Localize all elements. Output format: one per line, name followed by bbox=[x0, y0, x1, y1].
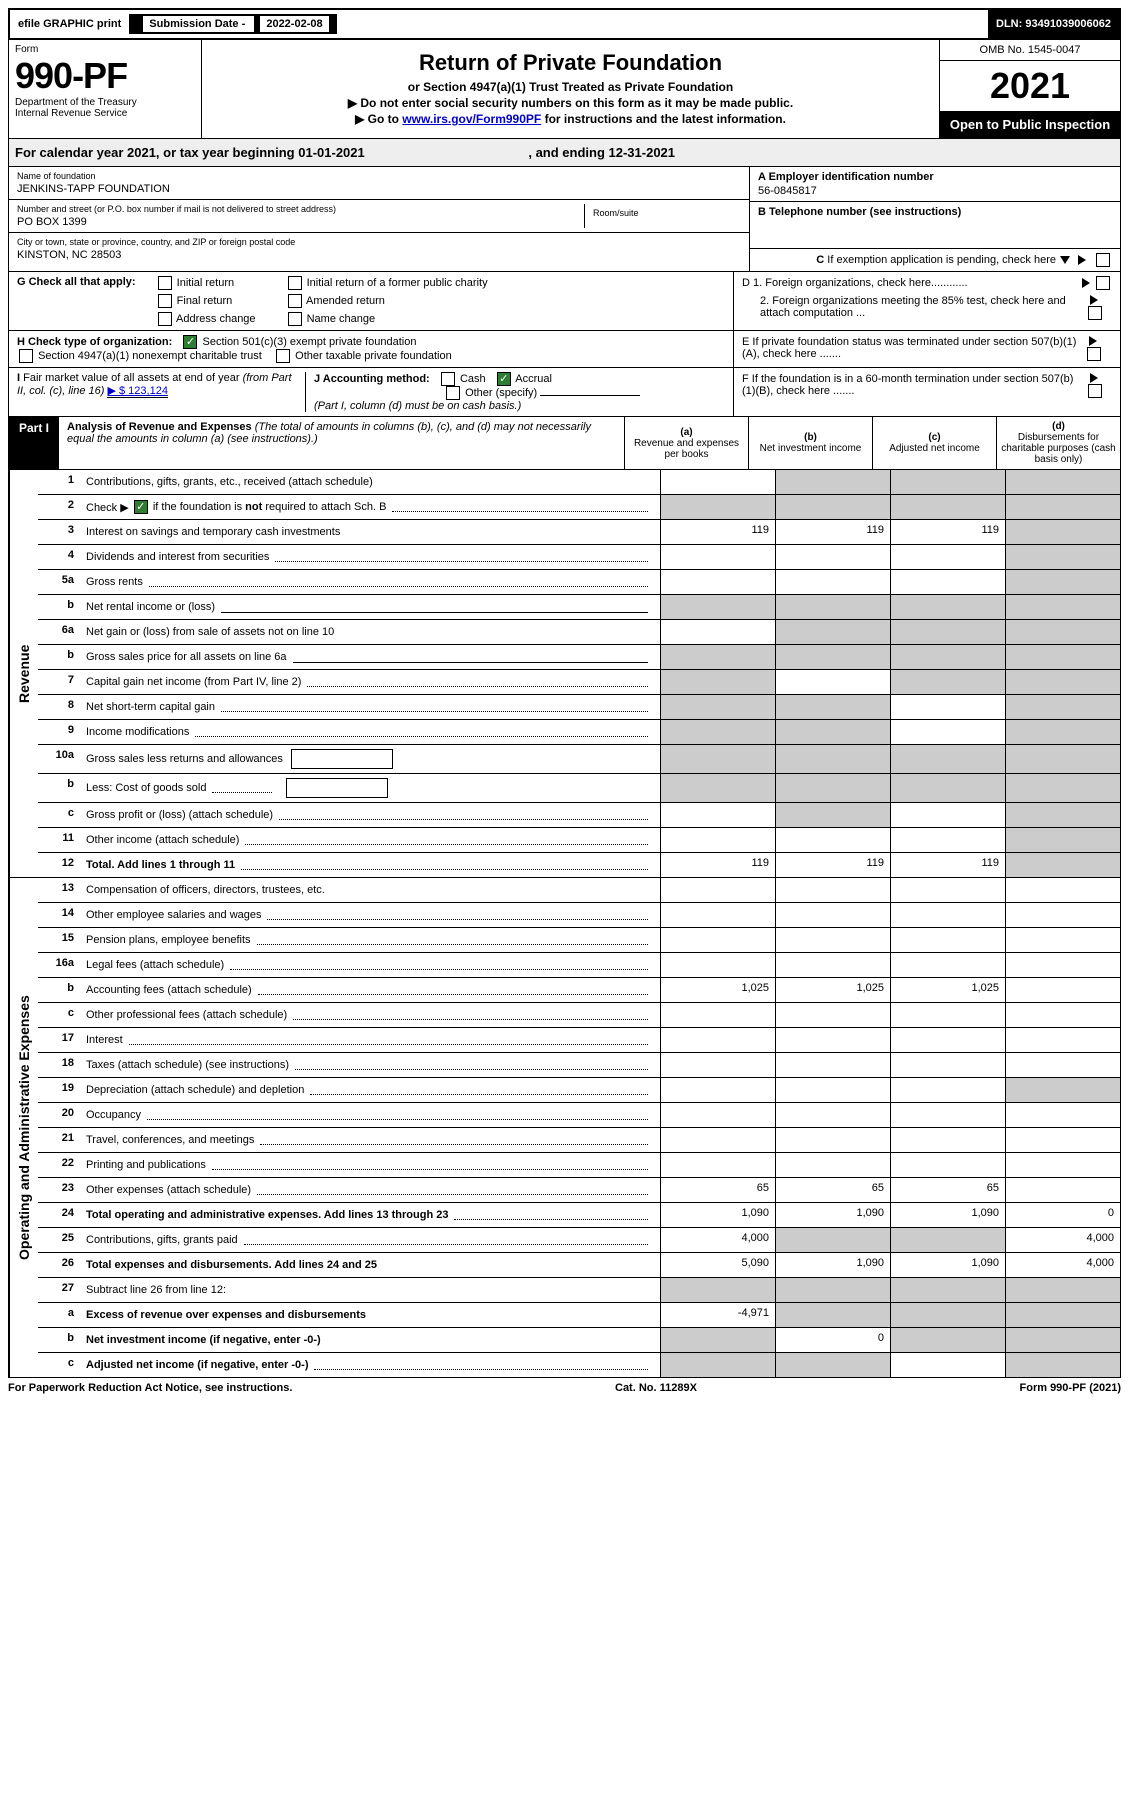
part-1-header-row: Part I Analysis of Revenue and Expenses … bbox=[8, 417, 1121, 470]
efile-label: efile GRAPHIC print Submission Date - 20… bbox=[10, 10, 345, 38]
col-a-header: (a) Revenue and expenses per books bbox=[624, 417, 748, 469]
expenses-side-label: Operating and Administrative Expenses bbox=[9, 878, 38, 1377]
checks-block-gd: G Check all that apply: Initial return I… bbox=[8, 272, 1121, 331]
address-cell: Number and street (or P.O. box number if… bbox=[9, 200, 749, 233]
form-note-1: ▶ Do not enter social security numbers o… bbox=[208, 96, 933, 110]
dln-label: DLN: 93491039006062 bbox=[988, 10, 1119, 38]
section-g: G Check all that apply: Initial return I… bbox=[9, 272, 733, 330]
part-1-label: Part I bbox=[9, 417, 59, 469]
check-501c3 bbox=[183, 335, 197, 349]
form-number-block: Form 990-PF Department of the Treasury I… bbox=[9, 40, 202, 138]
ein-cell: A Employer identification number 56-0845… bbox=[750, 167, 1120, 202]
form-title: Return of Private Foundation bbox=[208, 50, 933, 76]
city-cell: City or town, state or province, country… bbox=[9, 233, 749, 265]
footer-right: Form 990-PF (2021) bbox=[1020, 1382, 1122, 1394]
irs-label: Internal Revenue Service bbox=[15, 108, 195, 119]
entity-info: Name of foundation JENKINS-TAPP FOUNDATI… bbox=[8, 167, 1121, 272]
form-header: Form 990-PF Department of the Treasury I… bbox=[8, 40, 1121, 139]
part-1-title: Analysis of Revenue and Expenses (The to… bbox=[59, 417, 624, 469]
pending-cell: C If exemption application is pending, c… bbox=[750, 249, 1120, 271]
calendar-year-row: For calendar year 2021, or tax year begi… bbox=[8, 139, 1121, 167]
foundation-name-cell: Name of foundation JENKINS-TAPP FOUNDATI… bbox=[9, 167, 749, 200]
open-inspection: Open to Public Inspection bbox=[940, 111, 1120, 138]
submission-date: Submission Date - 2022-02-08 bbox=[129, 14, 336, 34]
form-title-block: Return of Private Foundation or Section … bbox=[202, 40, 939, 138]
form-subtitle: or Section 4947(a)(1) Trust Treated as P… bbox=[208, 80, 933, 94]
section-j: J Accounting method: Cash Accrual Other … bbox=[306, 372, 725, 412]
section-e: E If private foundation status was termi… bbox=[733, 331, 1120, 367]
page-footer: For Paperwork Reduction Act Notice, see … bbox=[8, 1378, 1121, 1398]
section-h: H Check type of organization: Section 50… bbox=[9, 331, 733, 367]
checks-block-he: H Check type of organization: Section 50… bbox=[8, 331, 1121, 368]
footer-mid: Cat. No. 11289X bbox=[615, 1382, 697, 1394]
phone-cell: B Telephone number (see instructions) bbox=[750, 202, 1120, 249]
expenses-section: Operating and Administrative Expenses 13… bbox=[8, 878, 1121, 1378]
omb-number: OMB No. 1545-0047 bbox=[940, 40, 1120, 61]
top-bar: efile GRAPHIC print Submission Date - 20… bbox=[8, 8, 1121, 40]
revenue-side-label: Revenue bbox=[9, 470, 38, 877]
tax-year: 2021 bbox=[940, 61, 1120, 111]
form-note-2: ▶ Go to www.irs.gov/Form990PF for instru… bbox=[208, 112, 933, 126]
fmv-link[interactable]: ▶ $ 123,124 bbox=[107, 385, 167, 398]
col-b-header: (b) Net investment income bbox=[748, 417, 872, 469]
ijf-block: I Fair market value of all assets at end… bbox=[8, 368, 1121, 417]
year-block: OMB No. 1545-0047 2021 Open to Public In… bbox=[939, 40, 1120, 138]
section-f: F If the foundation is in a 60-month ter… bbox=[733, 368, 1120, 416]
section-d: D 1. Foreign organizations, check here..… bbox=[733, 272, 1120, 330]
section-i: I Fair market value of all assets at end… bbox=[17, 372, 306, 412]
form-label: Form bbox=[15, 44, 195, 55]
footer-left: For Paperwork Reduction Act Notice, see … bbox=[8, 1382, 292, 1394]
check-accrual bbox=[497, 372, 511, 386]
col-c-header: (c) Adjusted net income bbox=[872, 417, 996, 469]
revenue-section: Revenue 1Contributions, gifts, grants, e… bbox=[8, 470, 1121, 878]
dept-label: Department of the Treasury bbox=[15, 97, 195, 108]
form-number: 990-PF bbox=[15, 55, 195, 97]
irs-link[interactable]: www.irs.gov/Form990PF bbox=[402, 112, 541, 126]
col-d-header: (d) Disbursements for charitable purpose… bbox=[996, 417, 1120, 469]
